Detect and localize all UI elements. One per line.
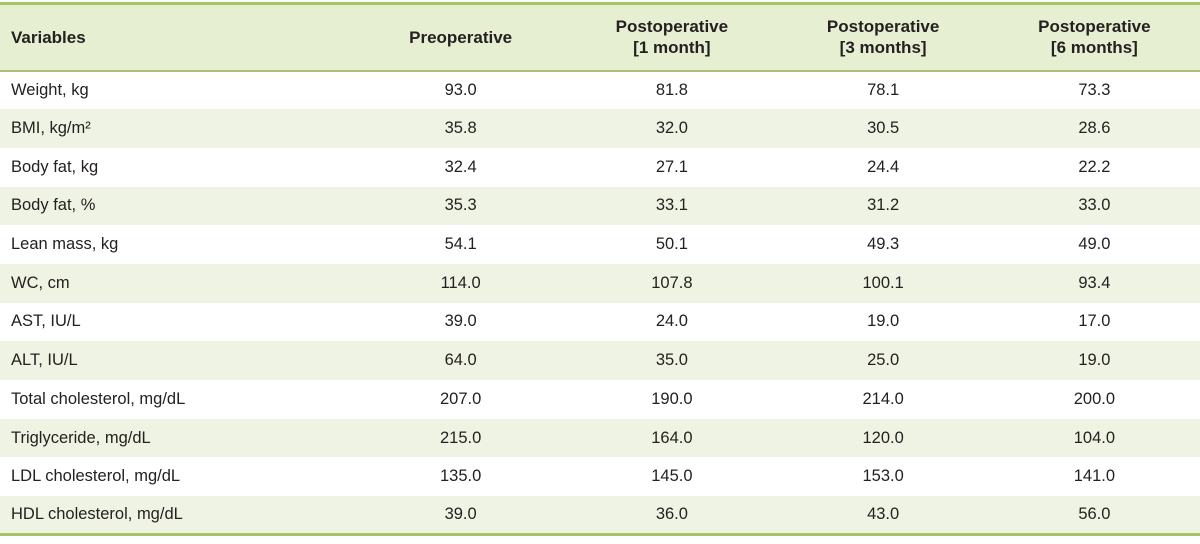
column-header-postoperative-1-month: Postoperative [1 month] <box>566 3 778 72</box>
value-cell: 56.0 <box>988 496 1200 535</box>
value-cell: 43.0 <box>777 496 989 535</box>
variable-label: Body fat, kg <box>0 147 355 187</box>
value-cell: 32.4 <box>355 147 567 187</box>
value-cell: 215.0 <box>355 418 567 458</box>
value-cell: 200.0 <box>988 380 1200 419</box>
value-cell: 93.0 <box>355 70 567 110</box>
table-row-wc: WC, cm 114.0 107.8 100.1 93.4 <box>0 263 1200 303</box>
table-row-lean-mass: Lean mass, kg 54.1 50.1 49.3 49.0 <box>0 225 1200 264</box>
variable-label: AST, IU/L <box>0 302 355 342</box>
value-cell: 93.4 <box>988 263 1200 303</box>
column-header-label: Postoperative <box>615 17 729 37</box>
column-header-variables: Variables <box>0 3 355 72</box>
table-row-alt: ALT, IU/L 64.0 35.0 25.0 19.0 <box>0 341 1200 380</box>
value-cell: 28.6 <box>988 109 1200 148</box>
value-cell: 31.2 <box>777 186 989 226</box>
variable-label: Weight, kg <box>0 70 355 110</box>
value-cell: 35.0 <box>566 341 778 380</box>
value-cell: 145.0 <box>566 457 778 497</box>
variable-label: BMI, kg/m² <box>0 109 355 148</box>
value-cell: 39.0 <box>355 302 567 342</box>
variable-label: Lean mass, kg <box>0 225 355 264</box>
value-cell: 49.3 <box>777 225 989 264</box>
column-header-postoperative-6-months: Postoperative [6 months] <box>988 3 1200 72</box>
variable-label: ALT, IU/L <box>0 341 355 380</box>
value-cell: 141.0 <box>988 457 1200 497</box>
value-cell: 35.3 <box>355 186 567 226</box>
value-cell: 114.0 <box>355 263 567 303</box>
table-row-body-fat-kg: Body fat, kg 32.4 27.1 24.4 22.2 <box>0 147 1200 187</box>
value-cell: 22.2 <box>988 147 1200 187</box>
variable-label: Total cholesterol, mg/dL <box>0 380 355 419</box>
column-header-sublabel: [6 months] <box>1050 38 1138 58</box>
value-cell: 135.0 <box>355 457 567 497</box>
value-cell: 73.3 <box>988 70 1200 110</box>
value-cell: 107.8 <box>566 263 778 303</box>
variable-label: Body fat, % <box>0 186 355 226</box>
column-header-label: Preoperative <box>409 27 513 47</box>
value-cell: 164.0 <box>566 418 778 458</box>
table-row-triglyceride: Triglyceride, mg/dL 215.0 164.0 120.0 10… <box>0 418 1200 458</box>
table-row-weight: Weight, kg 93.0 81.8 78.1 73.3 <box>0 70 1200 110</box>
value-cell: 35.8 <box>355 109 567 148</box>
value-cell: 104.0 <box>988 418 1200 458</box>
value-cell: 49.0 <box>988 225 1200 264</box>
column-header-label: Variables <box>11 27 86 47</box>
value-cell: 24.0 <box>566 302 778 342</box>
table-row-hdl-cholesterol: HDL cholesterol, mg/dL 39.0 36.0 43.0 56… <box>0 496 1200 535</box>
column-header-preoperative: Preoperative <box>355 3 567 72</box>
value-cell: 36.0 <box>566 496 778 535</box>
table-row-bmi: BMI, kg/m² 35.8 32.0 30.5 28.6 <box>0 109 1200 148</box>
column-header-postoperative-3-months: Postoperative [3 months] <box>777 3 989 72</box>
value-cell: 33.0 <box>988 186 1200 226</box>
value-cell: 190.0 <box>566 380 778 419</box>
value-cell: 214.0 <box>777 380 989 419</box>
table-row-total-cholesterol: Total cholesterol, mg/dL 207.0 190.0 214… <box>0 380 1200 419</box>
value-cell: 19.0 <box>988 341 1200 380</box>
value-cell: 54.1 <box>355 225 567 264</box>
variable-label: Triglyceride, mg/dL <box>0 418 355 458</box>
value-cell: 78.1 <box>777 70 989 110</box>
column-header-sublabel: [1 month] <box>633 38 711 58</box>
header-row: Variables Preoperative Postoperative [1 … <box>0 3 1200 72</box>
value-cell: 30.5 <box>777 109 989 148</box>
table-row-ldl-cholesterol: LDL cholesterol, mg/dL 135.0 145.0 153.0… <box>0 457 1200 497</box>
value-cell: 207.0 <box>355 380 567 419</box>
value-cell: 25.0 <box>777 341 989 380</box>
value-cell: 27.1 <box>566 147 778 187</box>
value-cell: 24.4 <box>777 147 989 187</box>
value-cell: 81.8 <box>566 70 778 110</box>
value-cell: 33.1 <box>566 186 778 226</box>
value-cell: 32.0 <box>566 109 778 148</box>
value-cell: 120.0 <box>777 418 989 458</box>
table-row-body-fat-pct: Body fat, % 35.3 33.1 31.2 33.0 <box>0 186 1200 226</box>
variable-label: LDL cholesterol, mg/dL <box>0 457 355 497</box>
value-cell: 100.1 <box>777 263 989 303</box>
value-cell: 50.1 <box>566 225 778 264</box>
variable-label: HDL cholesterol, mg/dL <box>0 496 355 535</box>
value-cell: 64.0 <box>355 341 567 380</box>
value-cell: 17.0 <box>988 302 1200 342</box>
variable-label: WC, cm <box>0 263 355 303</box>
column-header-label: Postoperative <box>1038 17 1151 37</box>
value-cell: 39.0 <box>355 496 567 535</box>
value-cell: 153.0 <box>777 457 989 497</box>
table-row-ast: AST, IU/L 39.0 24.0 19.0 17.0 <box>0 302 1200 342</box>
value-cell: 19.0 <box>777 302 989 342</box>
column-header-sublabel: [3 months] <box>839 38 927 58</box>
column-header-label: Postoperative <box>826 17 940 37</box>
